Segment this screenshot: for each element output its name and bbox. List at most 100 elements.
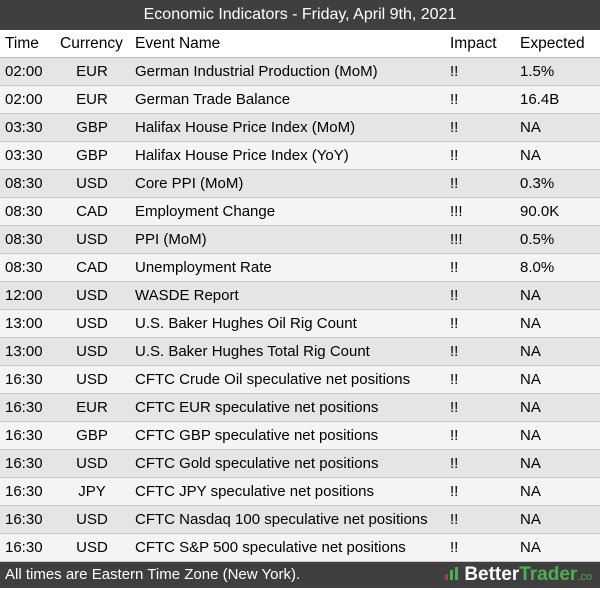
cell-event: CFTC GBP speculative net positions: [135, 427, 379, 444]
cell-expected: NA: [520, 455, 541, 472]
cell-impact: !!: [450, 91, 459, 108]
cell-expected: 0.5%: [520, 231, 555, 248]
cell-expected: NA: [520, 371, 541, 388]
cell-time: 03:30: [5, 119, 43, 136]
table-row: 08:30 CAD Employment Change!!! 90.0K: [0, 198, 600, 226]
cell-currency: USD: [76, 371, 108, 388]
cell-currency: USD: [76, 175, 108, 192]
brand-logo: BetterTrader.co: [444, 562, 592, 588]
cell-event: CFTC S&P 500 speculative net positions: [135, 539, 406, 556]
cell-impact: !!!: [450, 231, 463, 248]
brand-name-part1: Better: [464, 564, 520, 585]
timezone-note: All times are Eastern Time Zone (New Yor…: [5, 566, 301, 583]
table-row: 16:30 JPY CFTC JPY speculative net positio…: [0, 478, 600, 506]
cell-impact: !!: [450, 119, 459, 136]
cell-event: German Trade Balance: [135, 91, 291, 108]
cell-event: CFTC JPY speculative net positions: [135, 483, 374, 500]
table-row: 16:30 USD CFTC Gold speculative net positi…: [0, 450, 600, 478]
column-header-event: Event Name: [135, 35, 221, 52]
cell-currency: USD: [76, 455, 108, 472]
cell-time: 03:30: [5, 147, 43, 164]
table-header: Time Currency Event Name Impact Expected: [0, 30, 600, 58]
table-row: 08:30 USD PPI (MoM)!!! 0.5%: [0, 226, 600, 254]
cell-expected: NA: [520, 119, 541, 136]
cell-impact: !!: [450, 511, 459, 528]
cell-time: 02:00: [5, 91, 43, 108]
cell-time: 16:30: [5, 483, 43, 500]
cell-expected: NA: [520, 315, 541, 332]
cell-impact: !!!: [450, 203, 463, 220]
cell-time: 08:30: [5, 231, 43, 248]
table-row: 12:00 USD WASDE Report!! NA: [0, 282, 600, 310]
cell-impact: !!: [450, 427, 459, 444]
bar-chart-logo-icon: [445, 567, 459, 581]
cell-impact: !!: [450, 399, 459, 416]
cell-time: 12:00: [5, 287, 43, 304]
cell-expected: NA: [520, 539, 541, 556]
cell-impact: !!: [450, 63, 459, 80]
cell-impact: !!: [450, 147, 459, 164]
cell-impact: !!: [450, 175, 459, 192]
brand-suffix: .co: [577, 571, 592, 583]
cell-expected: NA: [520, 147, 541, 164]
cell-expected: 16.4B: [520, 91, 560, 108]
table-row: 16:30 USD CFTC Crude Oil speculative net p…: [0, 366, 600, 394]
cell-currency: USD: [76, 511, 108, 528]
cell-currency: USD: [76, 343, 108, 360]
table-row: 16:30 USD CFTC S&P 500 speculative net pos…: [0, 534, 600, 562]
cell-expected: NA: [520, 399, 541, 416]
cell-currency: EUR: [76, 399, 108, 416]
cell-time: 13:00: [5, 315, 43, 332]
cell-currency: JPY: [78, 483, 106, 500]
cell-event: CFTC Gold speculative net positions: [135, 455, 379, 472]
cell-impact: !!: [450, 455, 459, 472]
cell-currency: USD: [76, 539, 108, 556]
cell-time: 13:00: [5, 343, 43, 360]
cell-currency: EUR: [76, 91, 108, 108]
cell-time: 08:30: [5, 259, 43, 276]
cell-expected: NA: [520, 427, 541, 444]
cell-expected: NA: [520, 483, 541, 500]
cell-time: 08:30: [5, 203, 43, 220]
column-header-currency: Currency: [60, 35, 123, 52]
cell-time: 16:30: [5, 511, 43, 528]
cell-currency: GBP: [76, 119, 108, 136]
cell-impact: !!: [450, 343, 459, 360]
table-row: 08:30 USD Core PPI (MoM)!! 0.3%: [0, 170, 600, 198]
cell-time: 08:30: [5, 175, 43, 192]
cell-impact: !!: [450, 371, 459, 388]
table-row: 16:30 USD CFTC Nasdaq 100 speculative net …: [0, 506, 600, 534]
cell-time: 16:30: [5, 399, 43, 416]
footer-bar: All times are Eastern Time Zone (New Yor…: [0, 562, 600, 588]
cell-currency: USD: [76, 231, 108, 248]
cell-expected: NA: [520, 511, 541, 528]
cell-event: Halifax House Price Index (MoM): [135, 119, 356, 136]
cell-expected: NA: [520, 287, 541, 304]
cell-impact: !!: [450, 259, 459, 276]
cell-impact: !!: [450, 287, 459, 304]
table-row: 08:30 CAD Unemployment Rate!! 8.0%: [0, 254, 600, 282]
panel-title: Economic Indicators - Friday, April 9th,…: [0, 0, 600, 30]
cell-event: PPI (MoM): [135, 231, 207, 248]
cell-expected: 1.5%: [520, 63, 555, 80]
table-row: 13:00 USD U.S. Baker Hughes Total Rig Coun…: [0, 338, 600, 366]
cell-event: U.S. Baker Hughes Oil Rig Count: [135, 315, 357, 332]
cell-event: German Industrial Production (MoM): [135, 63, 378, 80]
table-row: 02:00 EUR German Trade Balance!! 16.4B: [0, 86, 600, 114]
cell-currency: GBP: [76, 147, 108, 164]
cell-currency: USD: [76, 287, 108, 304]
brand-name-part2: Trader: [519, 564, 578, 585]
cell-impact: !!: [450, 539, 459, 556]
cell-expected: 8.0%: [520, 259, 555, 276]
cell-event: CFTC Crude Oil speculative net positions: [135, 371, 411, 388]
cell-event: Employment Change: [135, 203, 276, 220]
cell-impact: !!: [450, 483, 459, 500]
column-header-expected: Expected: [520, 35, 585, 52]
cell-event: WASDE Report: [135, 287, 239, 304]
table-row: 02:00 EUR German Industrial Production (Mo…: [0, 58, 600, 86]
table-row: 03:30 GBP Halifax House Price Index (MoM)!…: [0, 114, 600, 142]
cell-time: 16:30: [5, 455, 43, 472]
table-row: 16:30 EUR CFTC EUR speculative net positio…: [0, 394, 600, 422]
cell-event: CFTC Nasdaq 100 speculative net position…: [135, 511, 428, 528]
